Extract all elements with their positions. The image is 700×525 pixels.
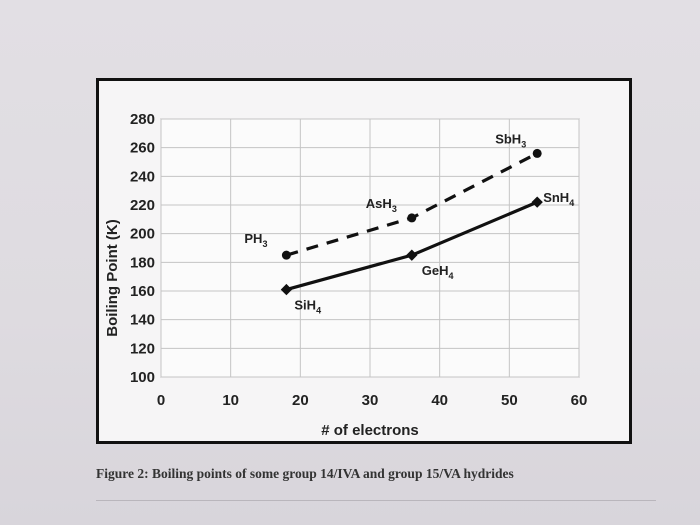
y-tick-label: 120: [130, 340, 155, 357]
x-axis-title: # of electrons: [321, 422, 419, 439]
figure-caption: Figure 2: Boiling points of some group 1…: [96, 466, 514, 481]
x-tick-label: 50: [501, 392, 518, 409]
data-point-label: SbH3: [495, 131, 526, 149]
y-tick-label: 280: [130, 111, 155, 128]
x-tick-label: 30: [362, 392, 379, 409]
y-tick-label: 200: [130, 226, 155, 243]
data-point-label: SnH4: [543, 190, 574, 208]
data-point-marker: [406, 249, 418, 261]
data-point-label: SiH4: [294, 298, 321, 316]
divider: [96, 500, 656, 501]
data-point-marker: [407, 213, 417, 223]
data-point-label: PH3: [244, 231, 267, 249]
y-tick-label: 220: [130, 197, 155, 214]
y-tick-label: 240: [130, 168, 155, 185]
x-tick-label: 60: [571, 392, 588, 409]
y-tick-label: 160: [130, 283, 155, 300]
data-point-marker: [532, 148, 542, 158]
data-point-label: AsH3: [366, 196, 397, 214]
y-tick-label: 180: [130, 254, 155, 271]
x-tick-label: 40: [431, 392, 448, 409]
y-axis-title: Boiling Point (K): [104, 219, 121, 336]
data-point-marker: [280, 283, 293, 296]
y-tick-label: 260: [130, 140, 155, 157]
chart-frame: 100 120 140 160 180 200 220 240 260 280 0 10 20 30 40 5…: [96, 78, 632, 444]
data-point-marker: [281, 250, 291, 260]
y-tick-label: 100: [130, 369, 155, 386]
y-tick-label: 140: [130, 312, 155, 329]
boiling-point-chart: 100 120 140 160 180 200 220 240 260 280 0 10 20 30 40 5…: [104, 111, 588, 439]
x-tick-label: 10: [222, 392, 239, 409]
x-tick-label: 0: [157, 392, 165, 409]
x-tick-label: 20: [292, 392, 309, 409]
data-point-label: GeH4: [422, 263, 454, 281]
